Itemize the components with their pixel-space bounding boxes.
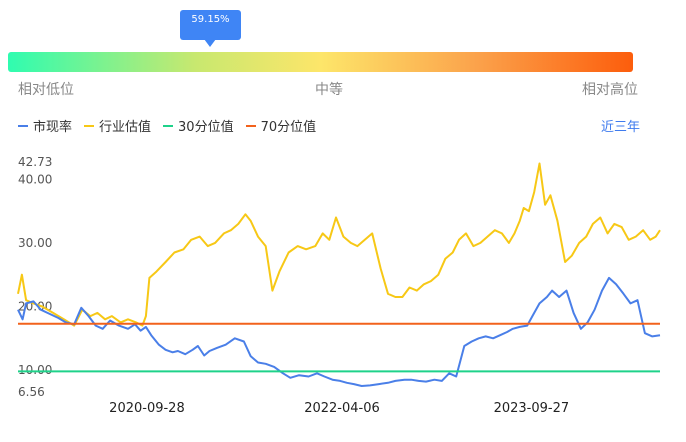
series-line-pe (17, 276, 661, 387)
gauge-label-low: 相对低位 (18, 82, 74, 98)
legend-swatch-pe (18, 124, 28, 127)
legend-item-industry[interactable]: 行业估值 (84, 116, 151, 135)
legend-label-industry: 行业估值 (99, 120, 152, 135)
legend-swatch-p70 (245, 124, 256, 127)
y-tick-label: 10.00 (18, 363, 52, 377)
legend-label-p70: 70分位值 (260, 120, 317, 135)
percentile-tooltip: 59.15% (180, 10, 241, 47)
legend-label-pe: 市现率 (33, 120, 73, 135)
x-tick-label: 2023-09-27 (494, 401, 570, 416)
y-tick-label: 20.00 (18, 300, 52, 314)
valuation-gauge-bar (8, 52, 633, 72)
gauge-label-mid: 中等 (315, 82, 343, 98)
legend-item-pe[interactable]: 市现率 (18, 116, 72, 135)
legend-item-p70[interactable]: 70分位值 (245, 116, 317, 135)
y-tick-label: 42.73 (18, 155, 52, 169)
legend-swatch-p30 (163, 124, 174, 127)
y-tick-label: 40.00 (18, 172, 52, 186)
x-tick-label: 2020-09-28 (109, 401, 185, 416)
y-tick-label: 6.56 (18, 385, 45, 399)
legend-label-p30: 30分位值 (178, 120, 234, 135)
y-tick-label: 30.00 (18, 236, 52, 250)
legend-swatch-industry (84, 124, 95, 127)
legend-item-p30[interactable]: 30分位值 (163, 116, 234, 135)
range-selector-three-years[interactable]: 近三年 (600, 120, 640, 135)
x-tick-label: 2022-04-06 (304, 401, 380, 416)
chart-legend: 市现率 行业估值 30分位值 70分位值 (18, 116, 328, 135)
series-line-industry (17, 162, 661, 327)
gauge-label-high: 相对高位 (582, 82, 638, 98)
